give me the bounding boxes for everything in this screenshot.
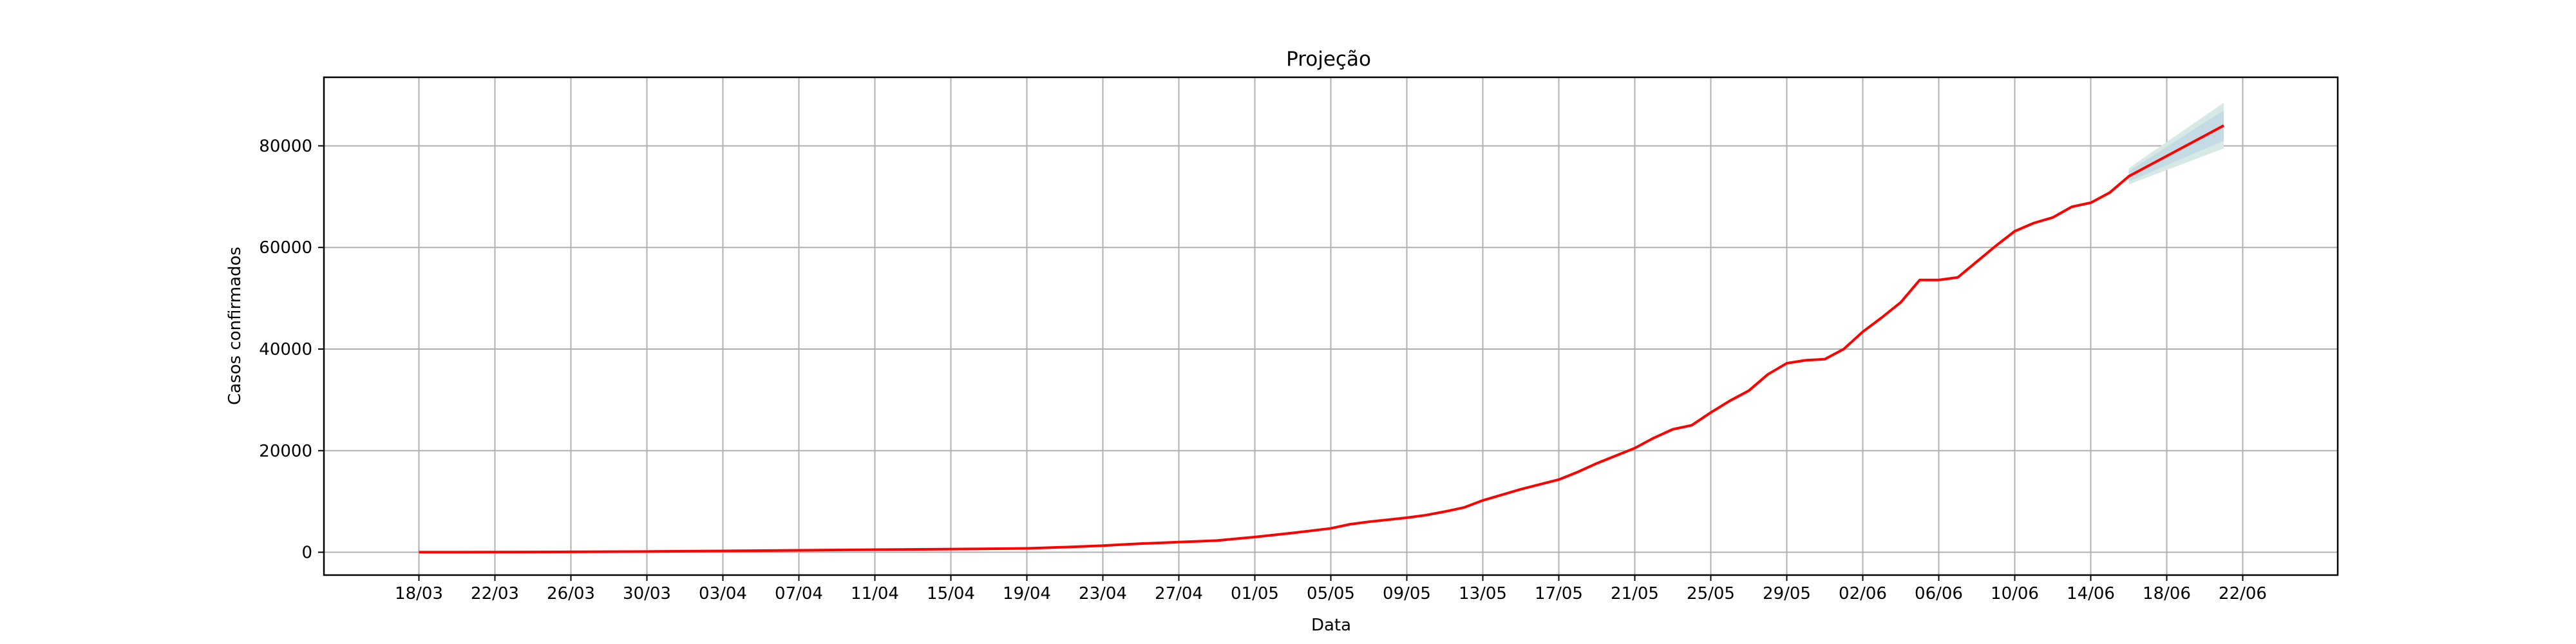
- x-tick-label: 10/06: [1991, 584, 2039, 603]
- x-tick-label: 22/03: [471, 584, 519, 603]
- x-tick-label: 09/05: [1383, 584, 1431, 603]
- x-tick-label: 05/05: [1307, 584, 1355, 603]
- x-tick-label: 26/03: [547, 584, 595, 603]
- x-tick-label: 06/06: [1915, 584, 1963, 603]
- x-tick-label: 02/06: [1839, 584, 1887, 603]
- x-tick-label: 23/04: [1079, 584, 1127, 603]
- x-tick-label: 13/05: [1459, 584, 1507, 603]
- x-tick-label: 14/06: [2067, 584, 2115, 603]
- x-tick-label: 18/06: [2143, 584, 2191, 603]
- y-tick-label: 0: [301, 544, 312, 563]
- x-tick-label: 25/05: [1687, 584, 1735, 603]
- x-tick-label: 30/03: [623, 584, 671, 603]
- y-axis-ticks: 0 20000 40000 60000 80000: [259, 137, 324, 563]
- x-tick-label: 29/05: [1763, 584, 1811, 603]
- chart-title: Projeção: [1286, 48, 1371, 71]
- y-tick-label: 80000: [259, 137, 312, 156]
- x-axis-label: Data: [1311, 616, 1351, 635]
- y-axis-label: Casos confirmados: [225, 247, 245, 405]
- projection-band: [2128, 102, 2224, 185]
- x-tick-label: 15/04: [927, 584, 975, 603]
- x-axis-ticks: 18/03 22/03 26/03 30/03 03/04 07/04 11/04 15/04…: [395, 575, 2267, 603]
- x-tick-label: 22/06: [2219, 584, 2267, 603]
- x-tick-label: 07/04: [775, 584, 823, 603]
- series-line: [419, 124, 2224, 554]
- y-tick-label: 60000: [259, 238, 312, 258]
- series-layer: [419, 124, 2224, 554]
- x-tick-label: 21/05: [1611, 584, 1659, 603]
- y-tick-label: 20000: [259, 442, 312, 461]
- x-tick-label: 03/04: [699, 584, 747, 603]
- y-tick-label: 40000: [259, 340, 312, 359]
- x-tick-label: 01/05: [1231, 584, 1279, 603]
- x-tick-label: 17/05: [1535, 584, 1583, 603]
- grid-layer: [324, 77, 2338, 575]
- x-tick-label: 11/04: [851, 584, 899, 603]
- x-tick-label: 27/04: [1155, 584, 1203, 603]
- x-tick-label: 18/03: [395, 584, 443, 603]
- x-tick-label: 19/04: [1003, 584, 1051, 603]
